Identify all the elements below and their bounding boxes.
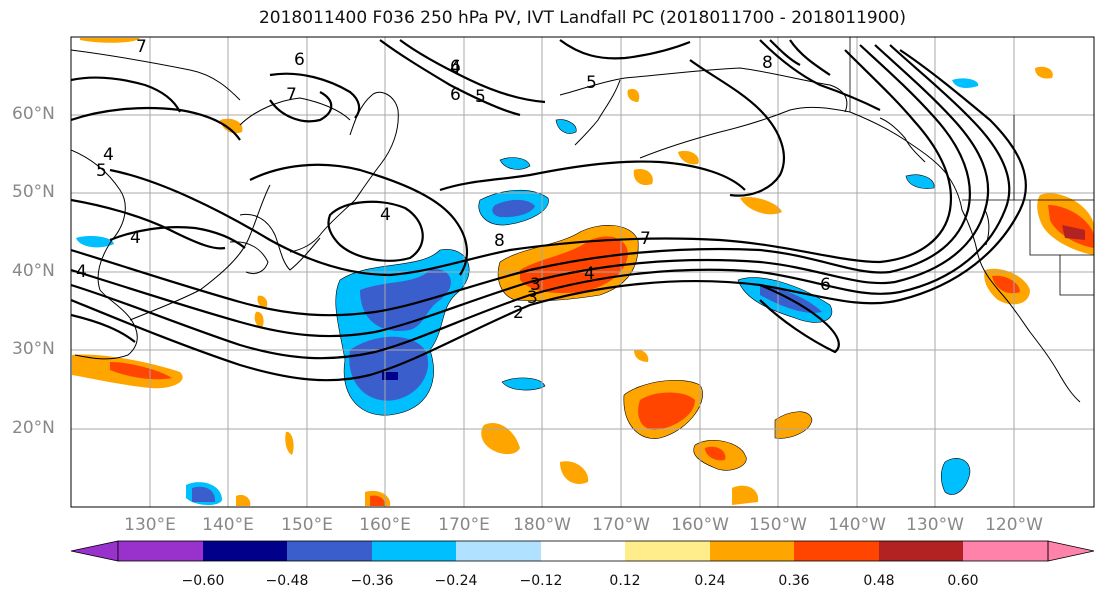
lat-label: 20°N — [12, 418, 55, 438]
lon-label: 140°W — [828, 515, 886, 535]
contour-label: 5 — [475, 87, 486, 107]
colorbar-swatch — [287, 541, 372, 561]
lon-label: 150°W — [749, 515, 807, 535]
colorbar-swatch — [963, 541, 1048, 561]
contour-label: 4 — [130, 228, 141, 248]
pv-contours — [71, 39, 1027, 382]
contour-label: 4 — [450, 58, 461, 78]
contour-label: 3 — [530, 275, 541, 295]
coastlines — [71, 49, 1081, 403]
colorbar-swatch — [118, 541, 203, 561]
lat-label: 30°N — [12, 339, 55, 359]
contour-label: 5 — [586, 73, 597, 93]
lon-label: 160°W — [671, 515, 729, 535]
contour-label: 8 — [494, 231, 505, 251]
contour-label: 3 — [527, 288, 538, 308]
colorbar-tick: −0.60 — [181, 573, 225, 589]
colorbar — [70, 540, 1095, 562]
colorbar-extend-low — [70, 540, 119, 562]
contour-label: 6 — [294, 50, 305, 70]
contour-label: 5 — [96, 161, 107, 181]
lon-label: 160°E — [359, 515, 411, 535]
colorbar-swatch — [372, 541, 456, 561]
colorbar-swatch — [541, 541, 625, 561]
colorbar-tick: 0.12 — [609, 573, 641, 589]
colorbar-tick: 0.60 — [947, 573, 979, 589]
colorbar-swatch — [710, 541, 794, 561]
lon-label: 130°W — [906, 515, 964, 535]
contour-label: 7 — [136, 37, 147, 57]
contour-label: 4 — [103, 145, 114, 165]
map-title: 2018011400 F036 250 hPa PV, IVT Landfall… — [258, 8, 906, 28]
contour-label: 4 — [584, 264, 595, 284]
colorbar-tick: −0.48 — [265, 573, 309, 589]
lon-label: 140°E — [202, 515, 254, 535]
lon-label: 170°W — [592, 515, 650, 535]
colorbar-tick: 0.24 — [694, 573, 726, 589]
contour-label: 4 — [76, 262, 87, 282]
contour-label: 2 — [513, 303, 524, 323]
lat-label: 60°N — [12, 104, 55, 124]
colorbar-tick: 0.36 — [778, 573, 810, 589]
negative-anomaly-regions — [76, 78, 979, 506]
lon-label: 130°E — [124, 515, 176, 535]
colorbar-swatch — [625, 541, 710, 561]
colorbar-swatch — [879, 541, 963, 561]
colorbar-swatch — [203, 541, 287, 561]
lon-label: 120°W — [985, 515, 1043, 535]
lat-label: 50°N — [12, 182, 55, 202]
colorbar-tick: −0.12 — [519, 573, 563, 589]
colorbar-extend-high — [1047, 540, 1095, 562]
contour-label: 4 — [380, 205, 391, 225]
political-boundaries — [849, 37, 1094, 296]
contour-label: 7 — [640, 229, 651, 249]
contour-label: 7 — [286, 85, 297, 105]
colorbar-swatch — [794, 541, 879, 561]
colorbar-tick: −0.24 — [434, 573, 478, 589]
lat-label: 40°N — [12, 261, 55, 281]
contour-label: 8 — [762, 53, 773, 73]
colorbar-tick: 0.48 — [863, 573, 895, 589]
contour-label: 6 — [450, 85, 461, 105]
colorbar-swatch — [456, 541, 541, 561]
lon-label: 170°E — [438, 515, 490, 535]
lon-label: 180°W — [513, 515, 571, 535]
graticule — [71, 37, 1094, 507]
contour-label: 6 — [820, 275, 831, 295]
colorbar-tick: −0.36 — [350, 573, 394, 589]
contour-label-text: 7 6 7 5 4 6 5 4 5 8 4 4 6 4 8 3 2 3 7 4 — [76, 37, 831, 323]
lon-label: 150°E — [281, 515, 333, 535]
